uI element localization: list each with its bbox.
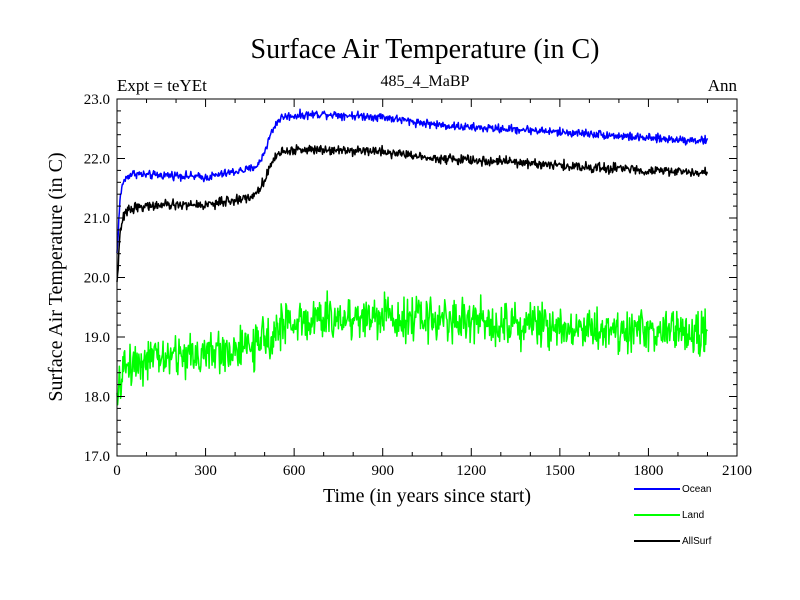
x-tick-label: 600 — [283, 463, 306, 479]
x-tick-label: 300 — [194, 463, 217, 479]
y-tick-label: 22.0 — [84, 152, 110, 168]
x-tick-label: 1200 — [456, 463, 486, 479]
series-layer — [116, 108, 709, 406]
x-axis-label: Time (in years since start) — [323, 485, 531, 507]
subtitle-label: 485_4_MaBP — [381, 73, 470, 90]
y-tick-label: 17.0 — [84, 449, 110, 465]
plot-frame — [116, 98, 738, 457]
legend: Ocean Land AllSurf — [634, 484, 712, 547]
legend-label-land: Land — [682, 510, 704, 521]
experiment-label: Expt = teYEt — [117, 76, 207, 95]
y-tick-label: 20.0 — [84, 271, 110, 287]
y-tick-label: 19.0 — [84, 330, 110, 346]
x-tick-label: 900 — [371, 463, 394, 479]
series-line-ocean — [116, 108, 709, 254]
y-tick-label: 23.0 — [84, 92, 110, 108]
y-tick-label: 21.0 — [84, 211, 110, 227]
x-tick-label: 1800 — [633, 463, 663, 479]
x-tick-label: 0 — [113, 463, 121, 479]
legend-label-ocean: Ocean — [682, 484, 711, 495]
legend-label-allsurf: AllSurf — [682, 536, 712, 547]
axis-layer: 0 300 600 900 1200 1500 1800 2100 17.0 18.0 19.0 20… — [84, 92, 752, 479]
y-tick-label: 18.0 — [84, 390, 110, 406]
x-tick-label: 2100 — [722, 463, 752, 479]
x-tick-label: 1500 — [545, 463, 575, 479]
chart-title: Surface Air Temperature (in C) — [251, 34, 600, 65]
series-line-land — [116, 290, 709, 406]
y-axis-label: Surface Air Temperature (in C) — [45, 152, 67, 401]
season-label: Ann — [708, 76, 738, 95]
series-line-allsurf — [116, 144, 709, 283]
